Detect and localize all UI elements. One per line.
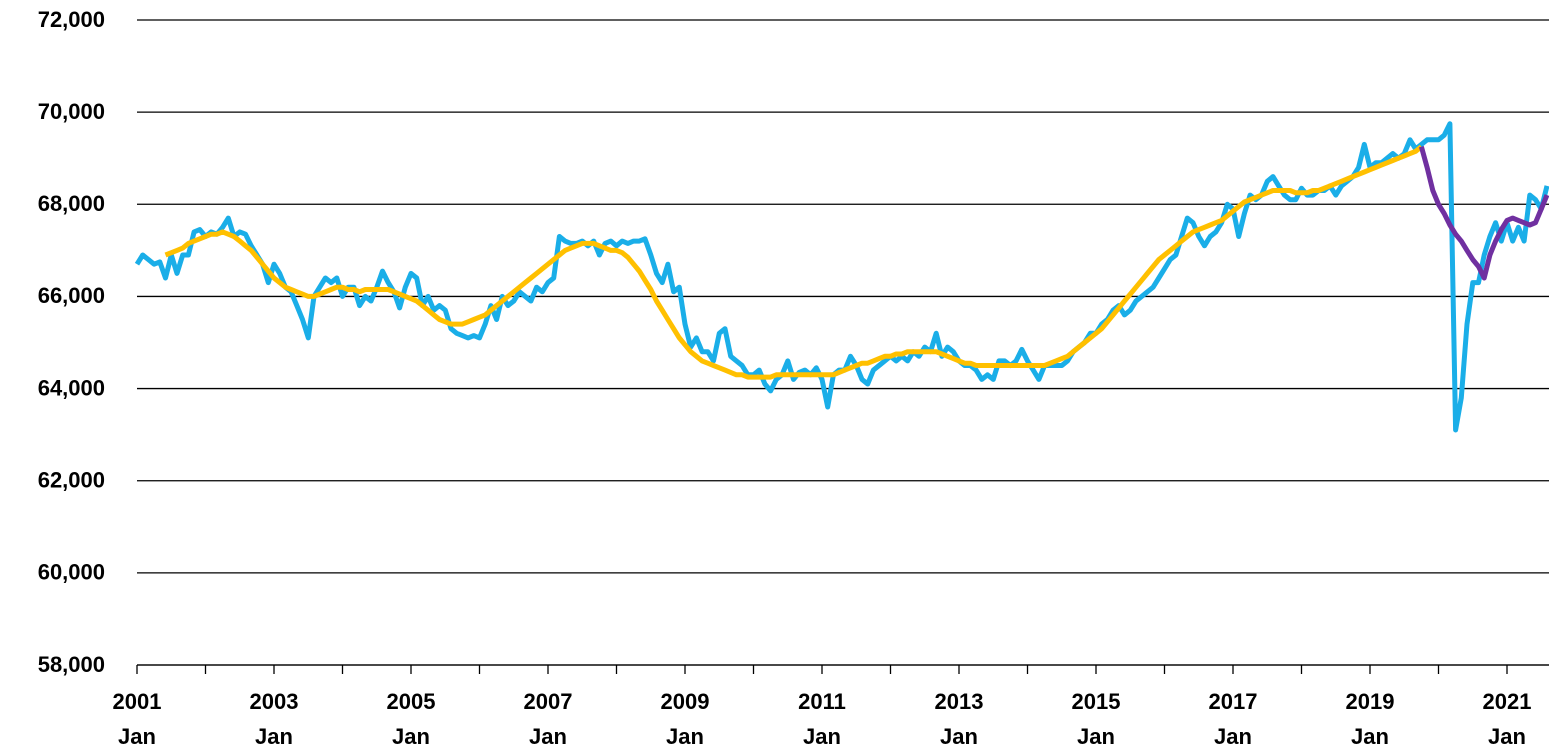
x-tick-label: 2003 Jan xyxy=(249,689,299,749)
y-tick-label: 60,000 xyxy=(38,560,105,585)
line-series xyxy=(134,121,1549,433)
x-tick-label: 2015 Jan xyxy=(1071,689,1121,749)
y-tick-label: 62,000 xyxy=(38,468,105,493)
y-tick-label: 70,000 xyxy=(38,99,105,124)
line-series xyxy=(164,144,1423,380)
x-tick-label: 2011 Jan xyxy=(798,689,846,749)
y-tick-label: 58,000 xyxy=(38,652,105,677)
x-tick-label: 2007 Jan xyxy=(523,689,573,749)
x-tick-label: 2001 Jan xyxy=(112,689,162,749)
y-tick-label: 66,000 xyxy=(38,283,105,308)
line-series xyxy=(1418,146,1549,281)
x-tick-label: 2005 Jan xyxy=(386,689,436,749)
x-tick-label: 2019 Jan xyxy=(1345,689,1395,749)
y-tick-label: 68,000 xyxy=(38,191,105,216)
x-tick-label: 2013 Jan xyxy=(934,689,984,749)
y-tick-label: 64,000 xyxy=(38,375,105,400)
x-tick-label: 2017 Jan xyxy=(1208,689,1258,749)
x-tick-label: 2021 Jan xyxy=(1482,689,1532,749)
y-tick-label: 72,000 xyxy=(38,7,105,32)
x-tick-label: 2009 Jan xyxy=(660,689,710,749)
